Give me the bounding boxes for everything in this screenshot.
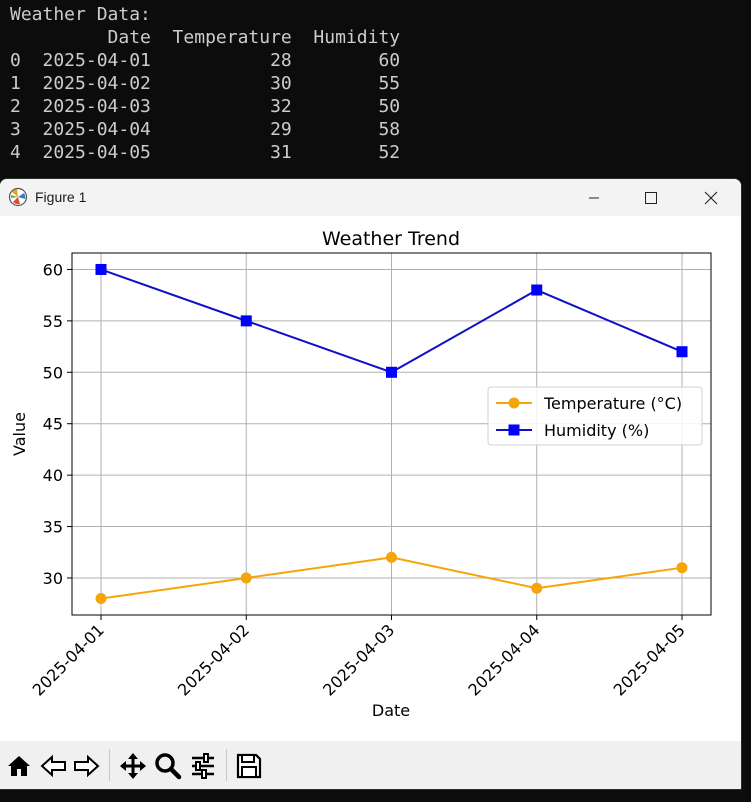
terminal-line: Date Temperature Humidity — [10, 27, 401, 48]
zoom-button[interactable] — [153, 751, 183, 781]
window-titlebar[interactable]: Figure 1 — [0, 179, 741, 216]
legend-label: Temperature (°C) — [543, 394, 682, 413]
terminal-line: 1 2025-04-02 30 55 — [10, 73, 401, 94]
x-tick-label: 2025-04-02 — [174, 620, 253, 699]
y-tick-label: 55 — [43, 312, 63, 331]
matplotlib-logo-icon — [8, 187, 28, 207]
close-icon — [704, 191, 718, 204]
data-point-marker — [240, 572, 252, 584]
data-point-marker — [386, 551, 397, 563]
y-axis-label: Value — [10, 412, 29, 456]
data-point-marker — [386, 366, 397, 378]
data-point-marker — [95, 593, 107, 605]
data-point-marker — [676, 562, 688, 574]
navigation-toolbar — [0, 741, 741, 789]
home-button[interactable] — [4, 751, 34, 781]
back-button[interactable] — [39, 751, 69, 781]
minimize-icon — [589, 197, 599, 198]
chart-title: Weather Trend — [322, 228, 460, 250]
save-icon — [236, 753, 262, 779]
terminal-line: 4 2025-04-05 31 52 — [10, 142, 401, 163]
y-tick-label: 60 — [43, 260, 63, 279]
data-point-marker — [531, 284, 543, 296]
back-arrow-icon — [40, 754, 66, 778]
pan-button[interactable] — [118, 751, 148, 781]
data-point-marker — [531, 582, 543, 594]
forward-arrow-icon — [74, 754, 100, 778]
zoom-icon — [155, 753, 182, 780]
save-button[interactable] — [234, 751, 264, 781]
data-point-marker — [95, 263, 107, 275]
minimize-button[interactable] — [571, 179, 617, 216]
y-tick-label: 35 — [43, 518, 63, 537]
maximize-icon — [645, 191, 657, 204]
configure-subplots-icon — [192, 753, 214, 779]
x-tick-label: 2025-04-03 — [319, 620, 398, 699]
terminal-line: 2 2025-04-03 32 50 — [10, 96, 401, 117]
toolbar-separator — [226, 749, 227, 781]
x-tick-label: 2025-04-05 — [610, 620, 689, 699]
terminal-line: Weather Data: — [10, 4, 151, 25]
x-axis-label: Date — [372, 701, 410, 720]
pan-icon — [120, 753, 146, 779]
toolbar-separator — [109, 749, 110, 781]
data-point-marker — [240, 315, 252, 327]
y-tick-label: 30 — [43, 569, 63, 588]
terminal-line: 3 2025-04-04 29 58 — [10, 119, 401, 140]
legend-marker — [508, 424, 520, 436]
plot-canvas[interactable]: Weather Trend 30 35 40 45 50 55 60 2025-04-01 20… — [0, 216, 741, 741]
legend-box — [487, 386, 703, 446]
chart-legend: Temperature (°C) Humidity (%) — [487, 386, 703, 446]
legend-label: Humidity (%) — [544, 421, 649, 440]
y-tick-label: 50 — [43, 363, 63, 382]
home-icon — [8, 756, 30, 776]
close-button[interactable] — [688, 179, 734, 216]
x-tick-label: 2025-04-01 — [29, 620, 108, 699]
forward-button[interactable] — [71, 751, 101, 781]
figure-window: Figure 1 Weather Trend 30 35 40 45 50 55 60 202… — [0, 179, 741, 789]
terminal-output: Weather Data: Date Temperature Humidity … — [0, 0, 751, 180]
maximize-button[interactable] — [628, 179, 674, 216]
legend-marker — [508, 397, 520, 409]
x-tick-label: 2025-04-04 — [464, 620, 543, 699]
data-point-marker — [676, 346, 688, 358]
y-tick-label: 45 — [43, 415, 63, 434]
y-tick-label: 40 — [43, 466, 63, 485]
terminal-line: 0 2025-04-01 28 60 — [10, 50, 401, 71]
line-chart: Weather Trend 30 35 40 45 50 55 60 2025-04-01 20… — [10, 228, 712, 720]
configure-subplots-button[interactable] — [188, 751, 218, 781]
window-title: Figure 1 — [35, 189, 87, 205]
